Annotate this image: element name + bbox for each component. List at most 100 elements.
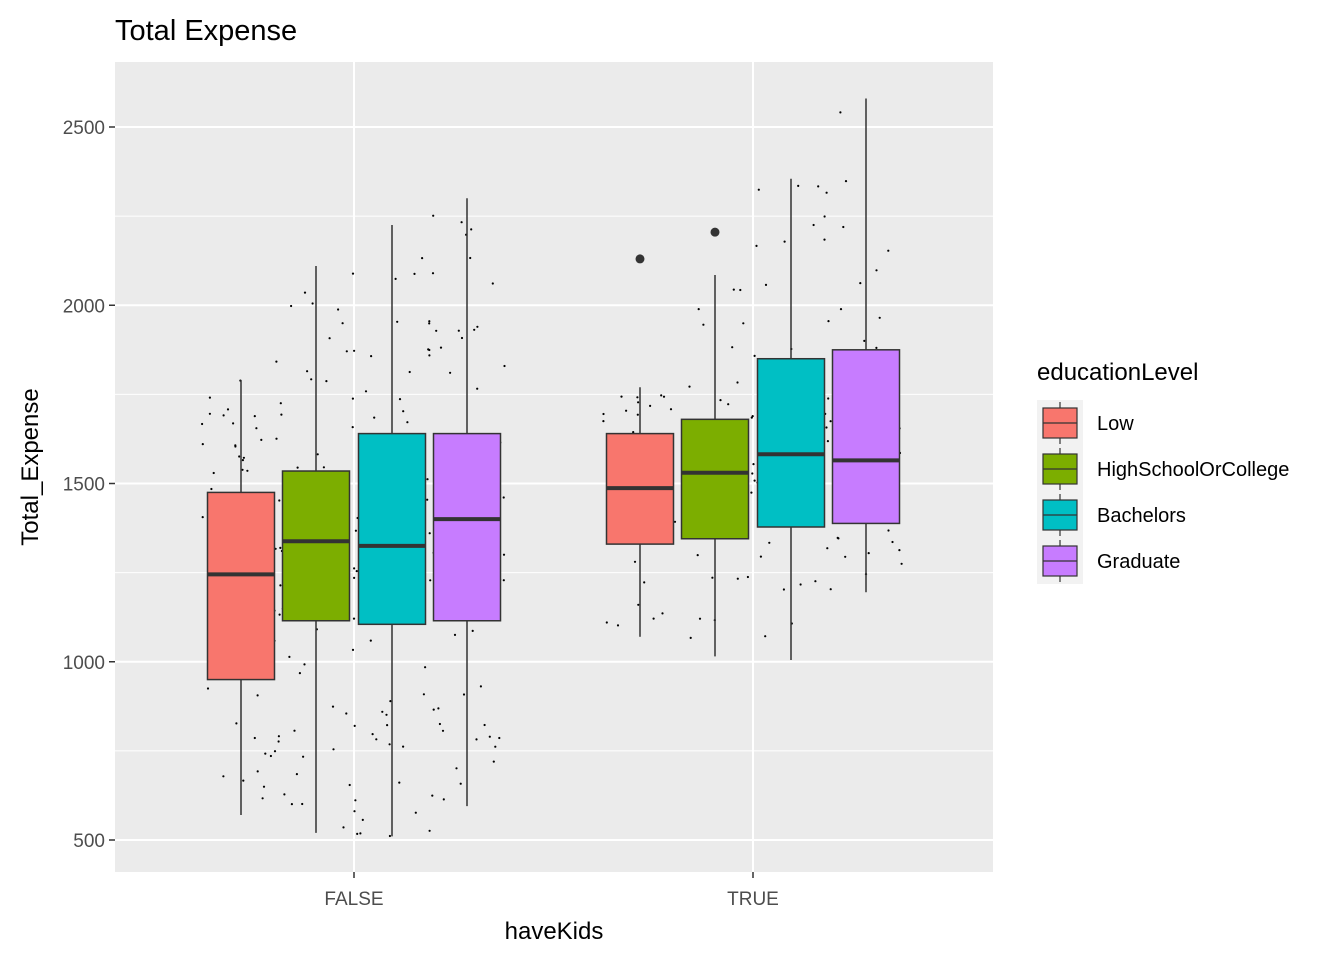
- legend-title: educationLevel: [1037, 359, 1198, 386]
- jitter-point: [341, 322, 344, 325]
- jitter-point: [875, 346, 878, 349]
- x-tick-label: FALSE: [324, 889, 383, 910]
- jitter-point: [742, 322, 745, 325]
- jitter-point: [303, 291, 307, 294]
- jitter-point: [246, 469, 249, 472]
- jitter-point: [605, 621, 608, 624]
- jitter-point: [442, 798, 445, 801]
- box-Graduate-TRUE: [831, 98, 901, 593]
- jitter-point: [241, 459, 244, 462]
- jitter-point: [354, 799, 357, 802]
- legend-label: Bachelors: [1097, 505, 1186, 527]
- jitter-point: [753, 479, 756, 482]
- jitter-point: [492, 760, 495, 763]
- jitter-point: [652, 617, 655, 620]
- jitter-point: [351, 426, 354, 429]
- jitter-point: [342, 826, 345, 829]
- jitter-point: [900, 562, 903, 565]
- jitter-point: [842, 225, 845, 229]
- jitter-point: [261, 797, 264, 800]
- jitter-point: [351, 272, 355, 275]
- jitter-point: [875, 269, 878, 272]
- legend-label: Low: [1097, 413, 1134, 435]
- jitter-point: [750, 491, 753, 494]
- jitter-point: [238, 455, 241, 458]
- jitter-point: [498, 736, 501, 740]
- jitter-point: [402, 410, 405, 413]
- jitter-point: [201, 516, 204, 519]
- jitter-point: [602, 412, 605, 416]
- jitter-point: [673, 520, 677, 523]
- jitter-point: [475, 738, 478, 741]
- jitter-point: [275, 360, 278, 363]
- jitter-point: [643, 581, 646, 584]
- jitter-point: [234, 445, 237, 448]
- box-body: [357, 432, 427, 626]
- jitter-point: [208, 412, 211, 415]
- jitter-point: [431, 794, 434, 797]
- box-Graduate-FALSE: [432, 198, 502, 807]
- box-HighSchoolOrCollege-FALSE: [281, 266, 351, 833]
- jitter-point: [711, 576, 714, 579]
- jitter-point: [473, 328, 476, 331]
- jitter-point: [283, 793, 286, 796]
- jitter-point: [394, 277, 397, 280]
- box-body: [281, 470, 351, 622]
- jitter-point: [369, 639, 372, 642]
- jitter-point: [698, 617, 702, 620]
- jitter-point: [491, 282, 494, 285]
- jitter-point: [432, 214, 435, 217]
- x-axis-title: haveKids: [505, 918, 604, 945]
- jitter-point: [817, 185, 820, 188]
- box-Bachelors-FALSE: [357, 225, 427, 837]
- jitter-point: [388, 743, 391, 746]
- jitter-point: [208, 396, 211, 399]
- jitter-point: [719, 399, 722, 402]
- jitter-point: [428, 320, 431, 323]
- jitter-point: [476, 387, 479, 390]
- jitter-point: [844, 555, 847, 558]
- x-tick-label: TRUE: [727, 889, 779, 910]
- y-axis: 500 1000 1500 2000 2500: [63, 118, 115, 852]
- jitter-point: [637, 603, 640, 606]
- jitter-point: [502, 496, 505, 499]
- jitter-point: [242, 456, 245, 459]
- jitter-point: [311, 302, 314, 305]
- jitter-point: [460, 336, 464, 340]
- jitter-point: [827, 320, 830, 323]
- jitter-point: [696, 554, 699, 557]
- jitter-point: [457, 329, 460, 332]
- jitter-point: [887, 529, 890, 532]
- jitter-point: [253, 415, 256, 418]
- jitter-point: [727, 403, 730, 406]
- jitter-point: [441, 729, 445, 732]
- jitter-point: [345, 712, 348, 715]
- jitter-point: [731, 346, 734, 349]
- jitter-point: [398, 398, 402, 401]
- jitter-point: [381, 710, 384, 713]
- jitter-point: [469, 256, 472, 260]
- jitter-point: [353, 724, 356, 728]
- jitter-point: [746, 575, 750, 579]
- jitter-point: [256, 770, 259, 773]
- legend-item: Low: [1037, 400, 1134, 446]
- jitter-point: [755, 244, 758, 247]
- jitter-point: [351, 397, 354, 400]
- jitter-point: [636, 396, 639, 399]
- jitter-point: [293, 729, 296, 732]
- jitter-point: [429, 579, 432, 582]
- jitter-point: [863, 339, 866, 342]
- jitter-point: [255, 427, 258, 430]
- jitter-point: [702, 323, 705, 326]
- jitter-point: [502, 553, 506, 556]
- jitter-point: [273, 750, 277, 753]
- jitter-point: [764, 283, 768, 286]
- jitter-point: [290, 304, 293, 308]
- jitter-point: [494, 745, 497, 748]
- jitter-point: [633, 560, 637, 563]
- jitter-point: [280, 413, 283, 416]
- jitter-point: [753, 354, 756, 357]
- jitter-point: [345, 350, 348, 353]
- jitter-point: [389, 700, 392, 703]
- box-body: [680, 418, 750, 540]
